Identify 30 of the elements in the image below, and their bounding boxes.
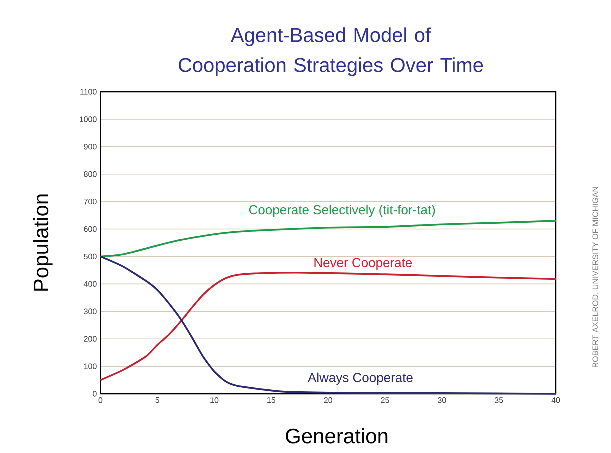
y-tick-label: 500 (84, 254, 97, 260)
x-tick-label: 10 (210, 398, 219, 404)
y-tick-label: 600 (84, 226, 97, 232)
y-axis-title: Population (33, 194, 53, 291)
line-series (100, 220, 557, 258)
text: ROBERT AXELROD, UNIVERSITY OF MICHIGAN (592, 187, 600, 368)
y-tick-label: 200 (84, 336, 97, 342)
x-tick-label: 0 (98, 398, 103, 404)
y-tick-label: 700 (84, 198, 97, 205)
y-tick-label: 0 (93, 391, 97, 397)
x-tick-label: 15 (268, 398, 276, 404)
line-series (100, 256, 557, 395)
x-axis-title: Generation (286, 428, 388, 444)
x-tick-label: 40 (552, 398, 560, 404)
x-tick-label: 30 (438, 398, 446, 404)
y-tick-label: 100 (84, 364, 97, 370)
y-tick-label: 900 (84, 144, 97, 150)
y-tick-label: 1100 (80, 89, 97, 95)
chart-title: Agent-Based Model of Cooperation Strategies Over Time (178, 28, 484, 76)
x-tick-label: 5 (156, 398, 160, 404)
series-label: Never Cooperate (314, 258, 412, 270)
y-tick-label: 400 (84, 281, 97, 288)
x-tick-label: 20 (324, 398, 332, 404)
series-label: Cooperate Selectively (tit-for-tat) (249, 205, 436, 218)
y-tick-label: 1000 (80, 116, 97, 122)
x-tick-label: 35 (494, 398, 504, 404)
x-tick-label: 25 (381, 398, 390, 404)
series-label: Always Cooperate (308, 372, 413, 385)
y-tick-label: 800 (84, 172, 97, 178)
y-tick-label: 300 (84, 308, 97, 314)
